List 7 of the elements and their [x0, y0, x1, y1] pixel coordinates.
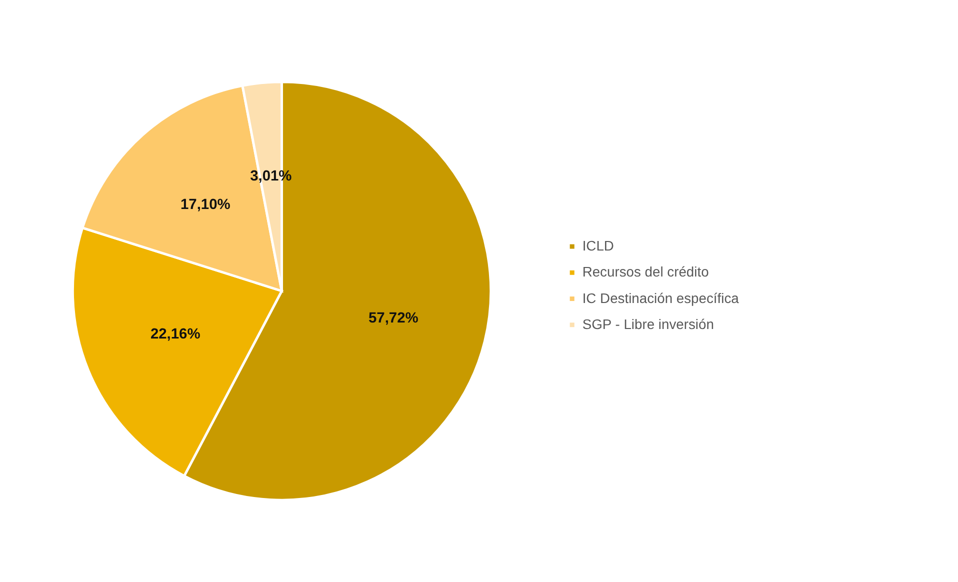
legend-label: ICLD [582, 238, 614, 254]
legend-label: Recursos del crédito [582, 264, 710, 280]
legend-label: SGP - Libre inversión [582, 316, 714, 332]
legend-label: IC Destinación específica [582, 290, 740, 306]
data-label: 22,16% [150, 326, 200, 343]
data-label: 17,10% [180, 197, 230, 214]
data-label: 57,72% [368, 310, 418, 327]
